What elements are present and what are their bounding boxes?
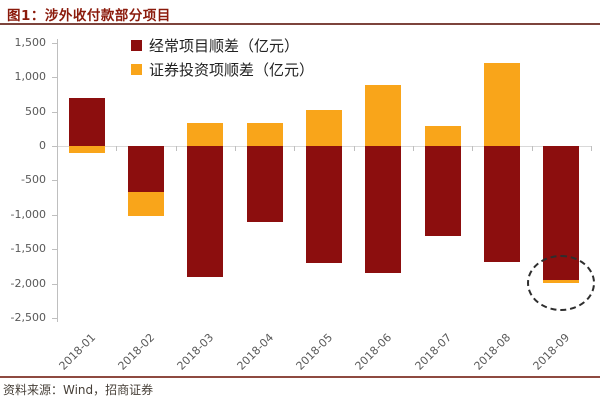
y-axis-label: -1,500 [10,242,46,256]
bar-segment [365,85,402,146]
x-axis-label: 2018-04 [234,331,276,373]
x-axis-tick [235,146,236,151]
x-axis-tick [175,146,177,151]
bar-segment [484,63,520,146]
bar-segment [68,97,105,146]
x-axis-tick [294,146,296,151]
x-axis-tick [591,146,592,151]
legend-swatch-0 [131,39,142,51]
bar-segment [484,146,520,263]
title-divider [0,23,600,25]
figure-title: 图1：涉外收付款部分项目 [7,8,171,24]
x-axis-label: 2018-08 [471,331,514,373]
footer-divider [0,376,600,378]
x-axis-tick [413,146,414,151]
x-axis-tick [531,146,533,151]
bar-segment [306,146,342,263]
y-axis-label: 1,000 [14,70,47,84]
x-axis-label: 2018-06 [352,331,395,373]
x-axis-label: 2018-09 [530,331,573,373]
x-axis-tick [472,146,474,151]
legend-item-securities: 证券投资项顺差（亿元） [131,57,314,81]
bar-segment [187,123,224,146]
x-axis-label: 2018-03 [174,331,217,373]
y-axis-tick [52,180,57,182]
bar-segment [424,126,461,146]
y-axis-label: 1,500 [14,35,47,49]
x-axis-label: 2018-07 [412,331,454,373]
legend-swatch-1 [131,63,142,75]
bar-segment [68,146,105,153]
bar-segment [424,146,461,237]
x-axis-label: 2018-02 [115,331,158,373]
y-axis-tick [52,249,57,251]
chart-legend: 经常项目顺差（亿元） 证券投资项顺差（亿元） [131,33,314,81]
y-axis-label: 500 [25,104,46,118]
bar-segment [128,146,164,193]
x-axis-tick [57,146,58,151]
x-axis-label: 2018-05 [293,331,336,373]
y-axis-label: -2,000 [10,276,46,290]
x-axis-label: 2018-01 [56,331,98,373]
y-axis-label: -1,000 [10,207,46,221]
y-axis-tick [52,318,57,319]
y-axis-label: -500 [21,173,46,187]
bar-segment [187,146,224,277]
y-axis-tick [52,283,57,285]
y-axis-tick [52,111,57,113]
bar-segment [246,146,283,222]
bar-segment [128,192,164,217]
source-note: 资料来源：Wind，招商证券 [3,383,154,397]
bar-segment [246,122,283,146]
legend-label: 证券投资项顺差（亿元） [149,60,315,79]
legend-item-current-account: 经常项目顺差（亿元） [131,33,314,57]
x-axis-tick [116,146,118,151]
legend-label: 经常项目顺差（亿元） [149,36,300,55]
y-axis-tick [52,214,57,216]
y-axis-tick [52,77,57,79]
bar-segment [306,109,342,146]
y-axis-tick [52,42,57,44]
y-axis-label: 0 [39,139,46,152]
bar-segment [365,146,402,274]
y-axis-line [57,38,58,322]
x-axis-tick [353,146,355,151]
highlight-ellipse [527,255,596,311]
y-axis-label: -2,500 [10,311,46,324]
y-axis-tick [52,146,57,147]
